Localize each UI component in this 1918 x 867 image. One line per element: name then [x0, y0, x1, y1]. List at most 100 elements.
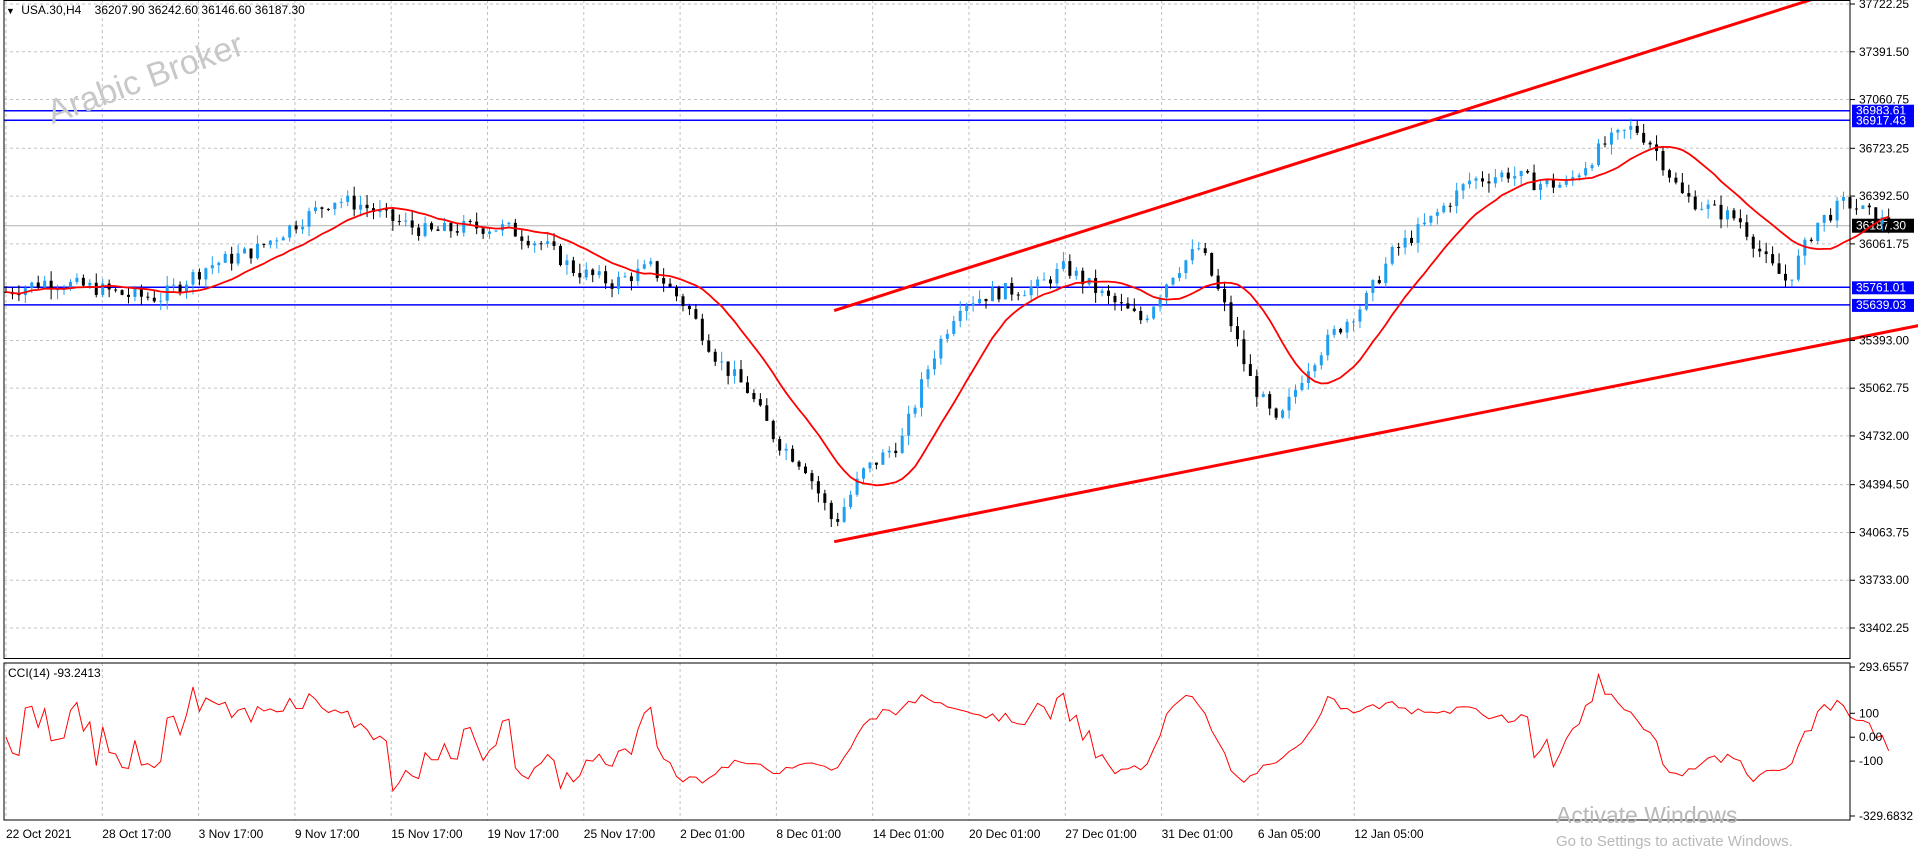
candles — [4, 118, 1891, 527]
candle-body — [462, 220, 466, 233]
candle-body — [868, 462, 872, 469]
candle-body — [958, 310, 962, 322]
candle-body — [1397, 246, 1401, 248]
candle-body — [217, 262, 221, 266]
candle-body — [1358, 309, 1362, 322]
y-tick-label: 33733.00 — [1859, 573, 1909, 587]
candle-body — [1055, 268, 1059, 284]
candle-body — [765, 405, 769, 421]
candle-body — [1500, 172, 1504, 178]
candle-body — [1725, 210, 1729, 220]
cci-tick-label: -100 — [1859, 754, 1883, 768]
candle-body — [417, 227, 421, 236]
candle-body — [745, 382, 749, 393]
candle-body — [442, 223, 446, 231]
candle-body — [1003, 283, 1007, 300]
candle-body — [907, 413, 911, 436]
candle-body — [1158, 297, 1162, 307]
candle-body — [1513, 176, 1517, 179]
candle-body — [636, 268, 640, 282]
candle-body — [1629, 125, 1633, 130]
cci-indicator — [5, 672, 1890, 793]
cci-tick-label: 0.00 — [1859, 730, 1883, 744]
activate-windows-overlay: Activate Windows Go to Settings to activ… — [1556, 802, 1793, 850]
candle-body — [733, 369, 737, 376]
candle-body — [436, 229, 440, 231]
candle-body — [1622, 129, 1626, 131]
candle-body — [591, 269, 595, 276]
candle-body — [1887, 217, 1891, 226]
trend-channel[interactable] — [833, 0, 1918, 544]
candle-body — [778, 439, 782, 451]
x-tick-label: 6 Jan 05:00 — [1258, 827, 1321, 841]
candle-body — [197, 272, 201, 280]
candle-body — [829, 502, 833, 520]
candle-body — [1493, 177, 1497, 184]
candle-body — [81, 277, 85, 286]
candle-body — [507, 222, 511, 225]
candle-body — [1687, 193, 1691, 197]
candle-body — [281, 237, 285, 241]
candle-body — [720, 361, 724, 363]
candle-body — [204, 268, 208, 280]
candle-body — [597, 271, 601, 276]
ohlc-values: 36207.90 36242.60 36146.60 36187.30 — [94, 3, 305, 17]
candle-body — [1410, 237, 1414, 243]
candle-body — [1203, 248, 1207, 254]
candle-body — [1758, 248, 1762, 252]
candle-body — [1867, 205, 1871, 208]
candle-body — [178, 284, 182, 292]
candle-body — [965, 305, 969, 311]
candle-body — [1590, 165, 1594, 169]
candle-body — [752, 392, 756, 400]
candle-body — [1377, 280, 1381, 284]
candle-body — [1165, 284, 1169, 298]
candle-body — [565, 260, 569, 266]
candle-body — [1693, 196, 1697, 210]
candle-body — [101, 283, 105, 295]
candle-body — [1261, 394, 1265, 397]
candle-body — [655, 261, 659, 279]
candle-body — [384, 209, 388, 211]
candle-body — [604, 271, 608, 284]
candle-body — [1235, 326, 1239, 340]
candle-body — [1539, 184, 1543, 191]
candle-body — [430, 223, 434, 230]
level-price-tag — [1852, 298, 1914, 312]
dropdown-arrow-icon[interactable]: ▼ — [6, 6, 15, 16]
candle-body — [1036, 279, 1040, 288]
chart-frame — [3, 0, 1851, 821]
candle-body — [475, 221, 479, 229]
x-tick-label: 22 Oct 2021 — [6, 827, 72, 841]
candle-body — [1674, 177, 1678, 183]
candle-body — [952, 321, 956, 334]
candle-body — [1880, 217, 1884, 224]
candle-body — [114, 289, 118, 291]
candle-body — [681, 296, 685, 307]
candle-body — [1461, 184, 1465, 191]
candle-body — [1197, 248, 1201, 250]
candle-body — [1016, 294, 1020, 296]
moving-average — [5, 145, 1889, 487]
current-price-label: 36187.30 — [1856, 219, 1906, 233]
candle-body — [159, 300, 163, 302]
candle-body — [894, 450, 898, 454]
candle-body — [1545, 179, 1549, 185]
candle-body — [1429, 215, 1433, 223]
candle-body — [1829, 214, 1833, 221]
candle-body — [1597, 143, 1601, 166]
candle-body — [1332, 328, 1336, 335]
candle-body — [939, 338, 943, 359]
candle-body — [397, 221, 401, 223]
candle-body — [758, 399, 762, 406]
candle-body — [1345, 321, 1349, 333]
candle-body — [1403, 237, 1407, 248]
candle-body — [1435, 212, 1439, 216]
candle-body — [874, 462, 878, 465]
candle-body — [1745, 222, 1749, 237]
candle-body — [1248, 364, 1252, 376]
candle-body — [301, 226, 305, 230]
